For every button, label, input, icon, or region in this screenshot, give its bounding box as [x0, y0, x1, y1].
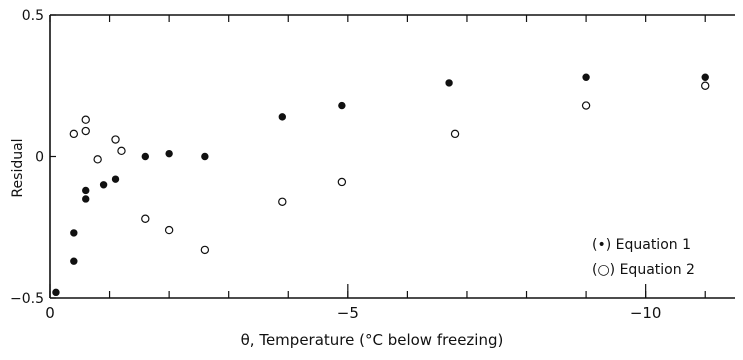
data-point-equation-2 [117, 146, 126, 156]
data-point-equation-1 [82, 195, 90, 203]
data-point-equation-2 [93, 155, 102, 164]
data-point-equation-2 [164, 225, 174, 235]
y-axis-label: Residual [10, 138, 26, 197]
x-tick-label: −10 [630, 304, 662, 322]
data-point-equation-1 [141, 152, 150, 161]
data-point-equation-1 [338, 101, 346, 110]
data-point-equation-2 [701, 81, 710, 90]
data-point-equation-2 [81, 126, 90, 136]
data-point-equation-1 [52, 288, 60, 297]
data-point-equation-2 [141, 214, 150, 223]
data-point-equation-1 [701, 73, 709, 81]
x-axis-label: θ, Temperature (°C below freezing) [241, 331, 504, 349]
data-point-equation-1 [582, 73, 590, 81]
y-tick-label: 0.5 [22, 8, 44, 24]
data-point-equation-1 [111, 175, 120, 183]
data-point-equation-2 [337, 177, 347, 187]
data-point-equation-1 [99, 181, 108, 189]
data-points [52, 73, 710, 297]
axes [49, 14, 735, 299]
data-point-equation-1 [278, 113, 287, 121]
data-point-equation-2 [81, 115, 90, 124]
x-tick-label: 0 [45, 304, 55, 322]
data-point-equation-1 [82, 186, 90, 195]
data-point-equation-2 [450, 129, 460, 139]
data-point-equation-1 [201, 152, 209, 161]
data-point-equation-1 [445, 79, 453, 87]
y-tick-label: −0.5 [10, 291, 44, 307]
data-point-equation-1 [70, 257, 78, 265]
x-tick-label: −5 [337, 304, 359, 322]
data-point-equation-2 [69, 129, 79, 139]
ticks: 0 −5 −100.50−0.5 [10, 8, 706, 322]
data-point-equation-2 [111, 135, 120, 144]
data-point-equation-2 [278, 197, 287, 206]
legend-entry-equation-2: (○) Equation 2 [592, 262, 695, 278]
data-point-equation-1 [70, 229, 78, 237]
y-tick-label: 0 [35, 150, 44, 166]
legend: (•) Equation 1 (○) Equation 2 [592, 237, 695, 278]
data-point-equation-2 [581, 101, 591, 110]
data-point-equation-1 [165, 149, 173, 158]
legend-entry-equation-1: (•) Equation 1 [592, 237, 691, 253]
data-point-equation-2 [200, 245, 210, 255]
